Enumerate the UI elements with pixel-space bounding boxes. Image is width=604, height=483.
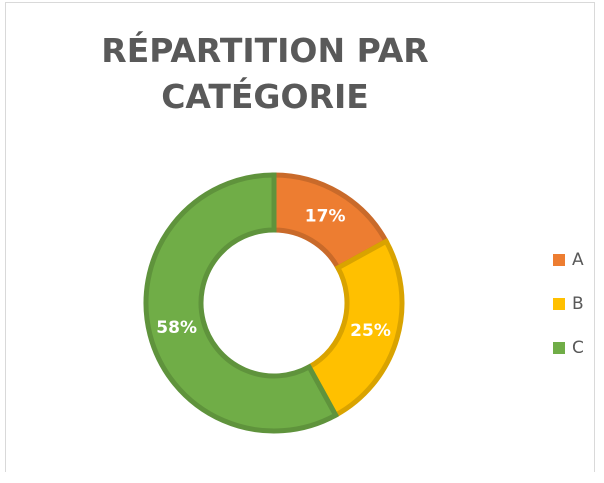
legend-label: C: [572, 338, 584, 358]
legend-label: A: [572, 250, 584, 270]
donut-segment: [305, 237, 405, 419]
chart-frame: [5, 2, 595, 472]
legend-label: B: [572, 294, 584, 314]
legend-swatch: [553, 254, 565, 266]
data-label: 17%: [305, 206, 346, 226]
donut-segment: [143, 172, 340, 434]
data-label: 25%: [350, 321, 391, 341]
legend-swatch: [553, 342, 565, 354]
data-label: 58%: [156, 318, 197, 338]
legend-swatch: [553, 298, 565, 310]
chart-title: RÉPARTITION PAR CATÉGORIE: [101, 31, 429, 116]
